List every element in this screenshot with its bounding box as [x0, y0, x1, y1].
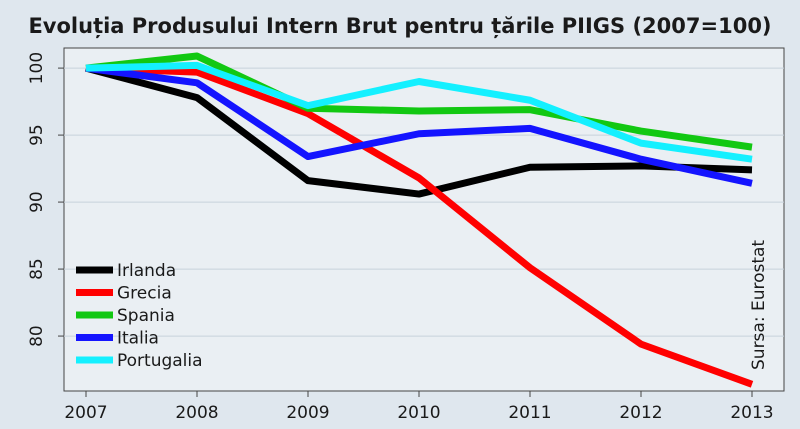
x-tick-label: 2008 [175, 403, 218, 423]
x-tick-label: 2007 [64, 403, 107, 423]
y-tick-label: 85 [27, 258, 47, 280]
y-tick-label: 100 [27, 52, 47, 84]
y-tick-label: 80 [27, 325, 47, 347]
series-line-spania [85, 52, 753, 151]
x-tick-label: 2010 [397, 403, 440, 423]
series-line-grecia [85, 64, 754, 388]
legend-label: Italia [117, 329, 159, 349]
legend-label: Grecia [117, 284, 172, 304]
y-tick-label: 90 [27, 191, 47, 213]
series-layer [85, 52, 754, 388]
series-line-italia [85, 64, 753, 187]
legend-label: Irlanda [117, 261, 176, 281]
plot-area [63, 47, 785, 392]
source-note: Sursa: Eurostat [749, 240, 769, 370]
x-tick-label: 2011 [508, 403, 551, 423]
chart-title: Evoluția Produsului Intern Brut pentru ț… [28, 14, 771, 39]
y-tick-label: 95 [27, 124, 47, 146]
x-tick-label: 2013 [730, 403, 773, 423]
series-line-portugalia [85, 61, 753, 163]
x-tick-label: 2012 [619, 403, 662, 423]
series-line-irlanda [85, 64, 753, 198]
legend-label: Portugalia [117, 351, 203, 371]
tick-layer: 80 85 90 95 100 2007 2008 2009 2010 2011 2012 2013 [27, 52, 774, 423]
x-tick-label: 2009 [286, 403, 329, 423]
legend-label: Spania [117, 306, 175, 326]
